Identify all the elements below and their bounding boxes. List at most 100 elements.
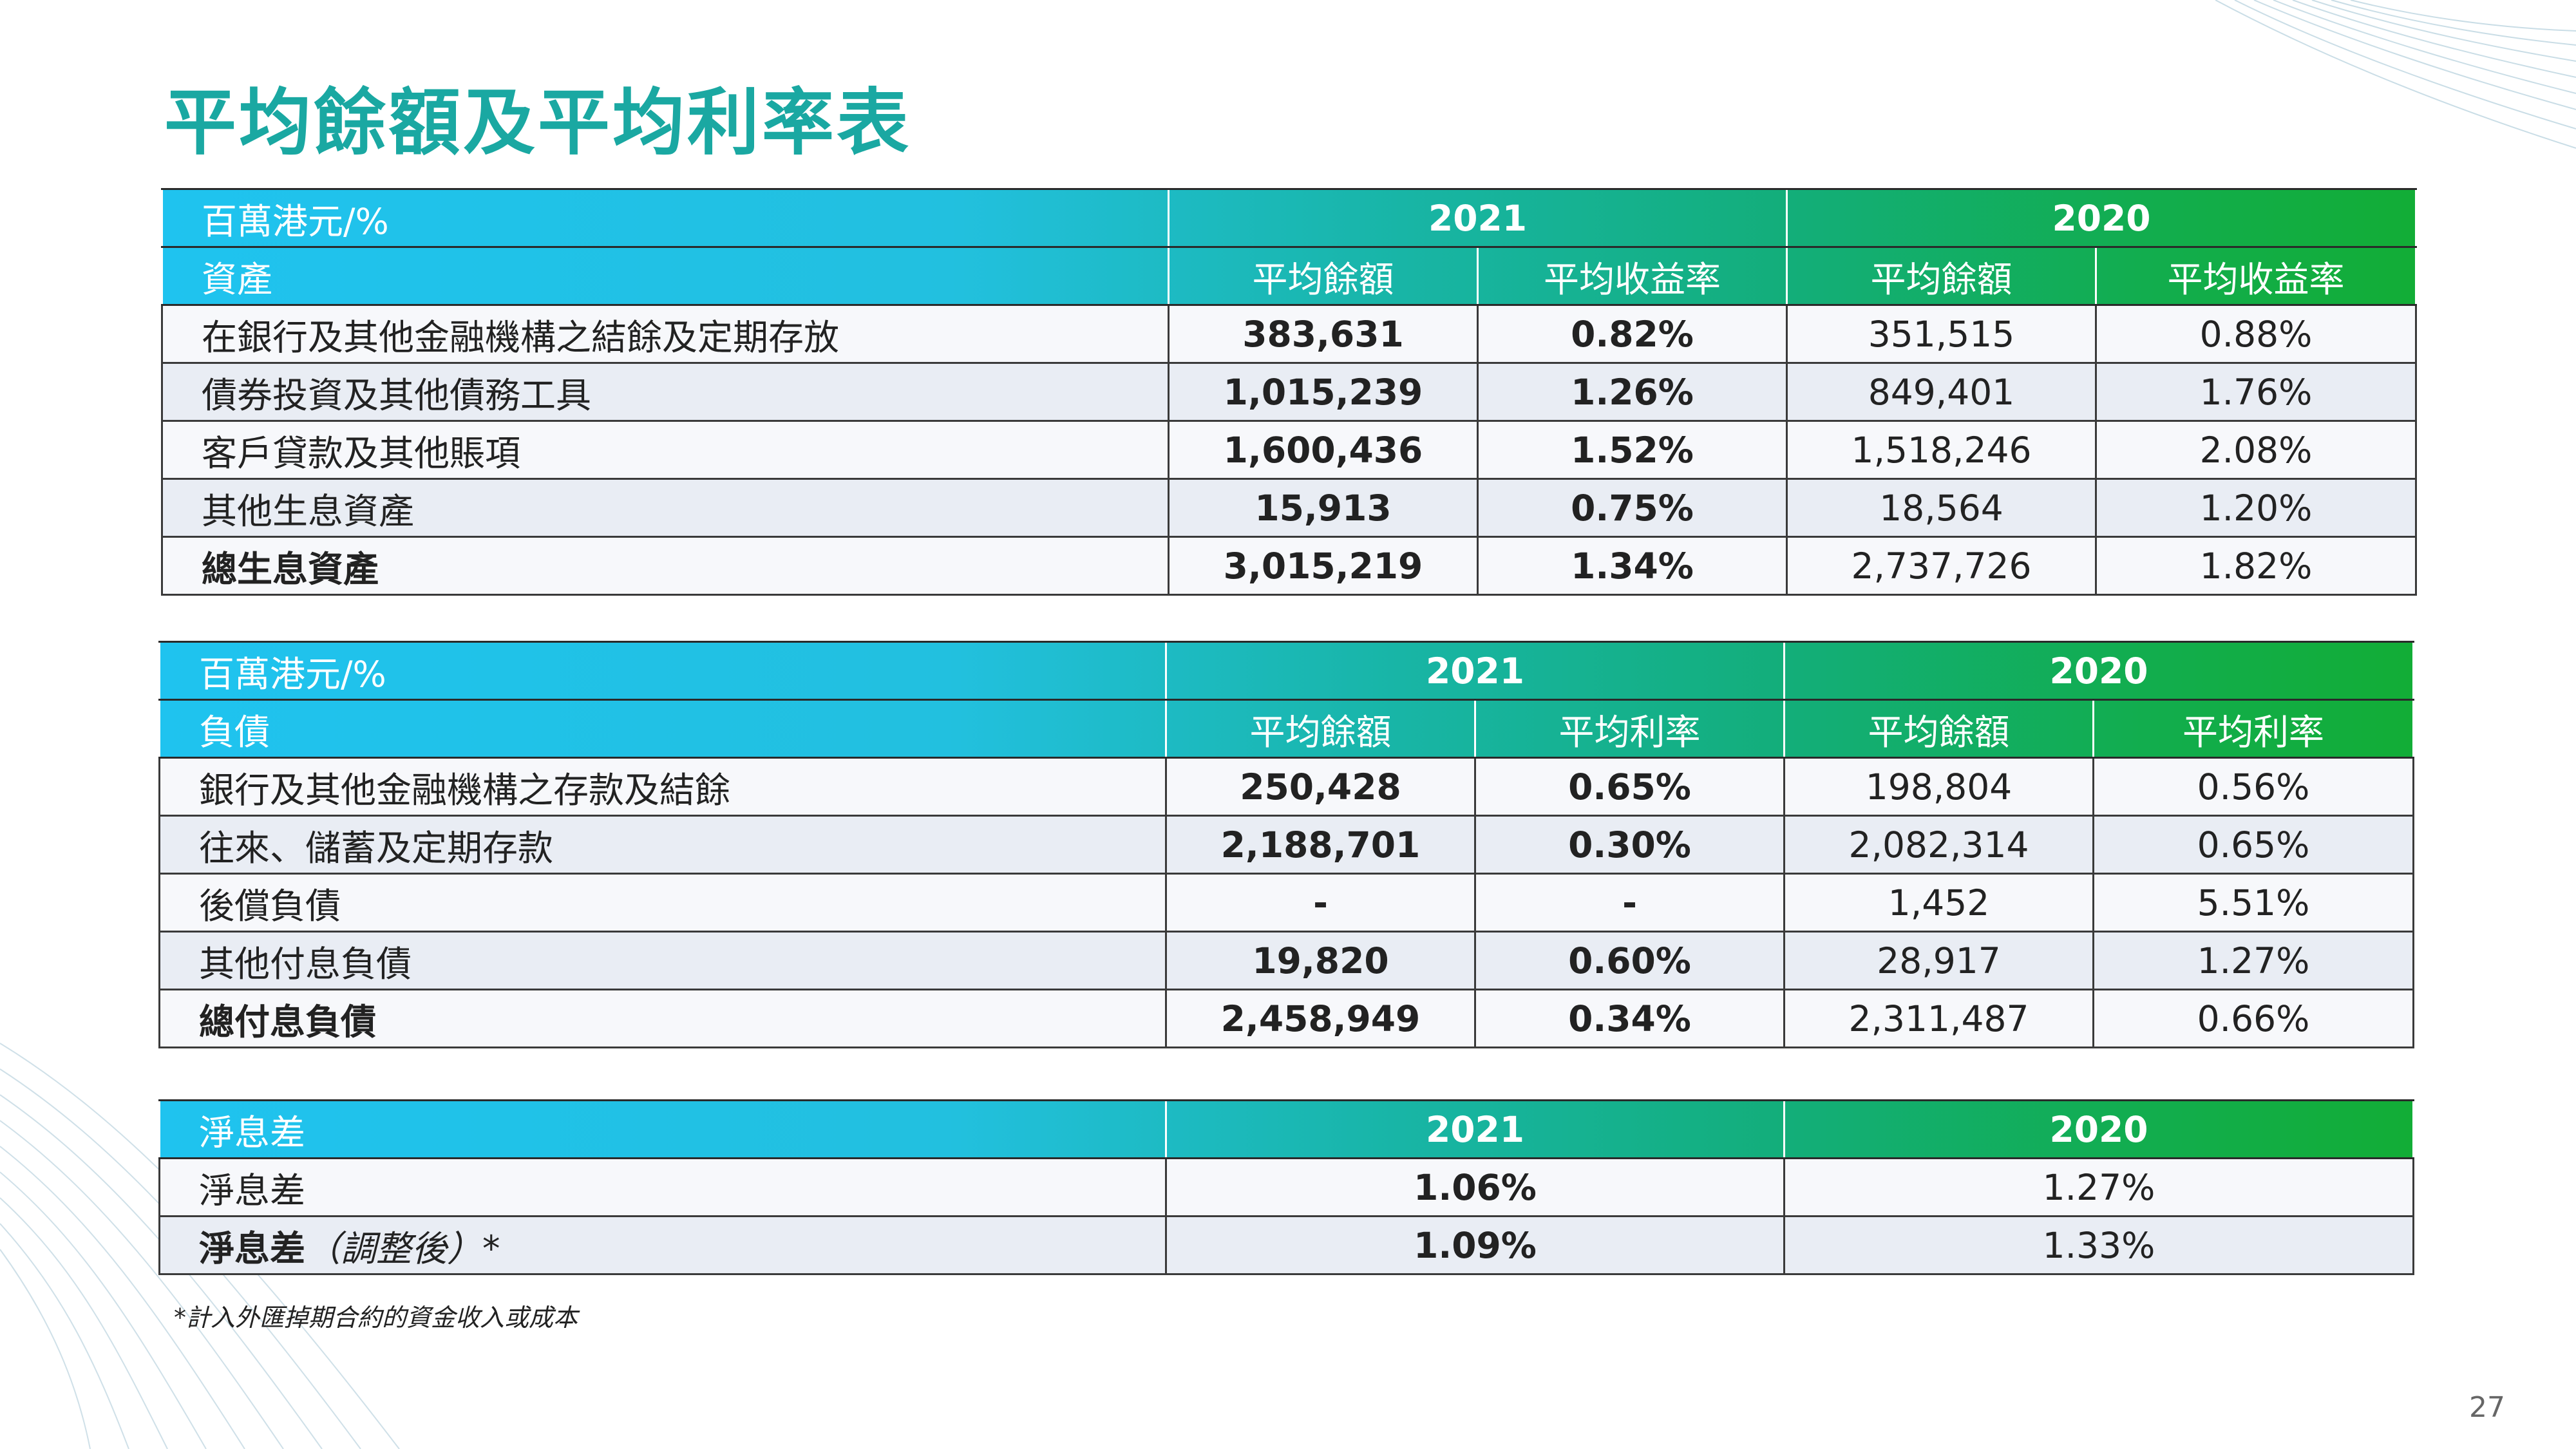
cell-rate-2021: 0.65%: [1473, 757, 1786, 817]
year-2020-header: 2020: [1783, 1099, 2414, 1159]
row-label: 其他生息資產: [161, 478, 1170, 538]
page-title: 平均餘額及平均利率表: [164, 81, 911, 165]
row-label-total: 總付息負債: [158, 989, 1167, 1048]
col-avg-rate-2021: 平均利率: [1473, 699, 1785, 759]
col-avg-balance-2020: 平均餘額: [1783, 699, 2094, 759]
cell-balance-2020: 849,401: [1786, 362, 2098, 422]
cell-balance-2020: 1,452: [1783, 873, 2095, 933]
cell-balance-2021: 2,458,949: [1165, 989, 1476, 1048]
assets-table: 百萬港元/% 2021 2020 資產 平均餘額 平均收益率 平均餘額 平均收益…: [161, 188, 2418, 596]
col-avg-rate-2020: 平均利率: [2092, 699, 2414, 759]
cell-balance-2020: 28,917: [1783, 931, 2095, 990]
page-number: 27: [2469, 1391, 2505, 1424]
liabilities-table: 百萬港元/% 2021 2020 負債 平均餘額 平均利率 平均餘額 平均利率 …: [158, 641, 2415, 1048]
row-label-main: 淨息差: [199, 1227, 306, 1269]
cell-balance-2021: 1,015,239: [1168, 362, 1479, 422]
table-row: 其他付息負債 19,820 0.60% 28,917 1.27%: [158, 931, 2415, 990]
cell-nim-2020: 1.33%: [1783, 1215, 2414, 1275]
cell-rate-2021: 0.34%: [1473, 989, 1786, 1048]
cell-rate-2021: 1.34%: [1476, 536, 1788, 596]
year-2021-header: 2021: [1165, 1099, 1785, 1159]
cell-balance-2020: 18,564: [1786, 478, 2098, 538]
cell-balance-2020: 198,804: [1783, 757, 2095, 817]
cell-rate-2021: 0.82%: [1476, 304, 1788, 364]
unit-label: 百萬港元/%: [162, 188, 1169, 248]
table-row: 往來、儲蓄及定期存款 2,188,701 0.30% 2,082,314 0.6…: [158, 815, 2415, 875]
unit-label: 百萬港元/%: [159, 641, 1166, 701]
row-label: 往來、儲蓄及定期存款: [158, 815, 1167, 875]
cell-rate-2021: -: [1473, 873, 1786, 933]
cell-rate-2021: 0.60%: [1473, 931, 1786, 990]
row-label: 在銀行及其他金融機構之結餘及定期存放: [161, 304, 1170, 364]
table-row: 淨息差（調整後）* 1.09% 1.33%: [158, 1215, 2414, 1275]
row-label: 債券投資及其他債務工具: [161, 362, 1170, 422]
cell-balance-2020: 2,737,726: [1786, 536, 2098, 596]
table-row: 其他生息資產 15,913 0.75% 18,564 1.20%: [161, 478, 2418, 538]
row-label: 淨息差（調整後）*: [158, 1215, 1167, 1275]
cell-balance-2021: 19,820: [1165, 931, 1476, 990]
table-row-total: 總付息負債 2,458,949 0.34% 2,311,487 0.66%: [158, 989, 2415, 1048]
table-row-total: 總生息資產 3,015,219 1.34% 2,737,726 1.82%: [161, 536, 2418, 596]
year-2020-header: 2020: [1786, 188, 2416, 248]
cell-rate-2020: 2.08%: [2095, 420, 2418, 480]
cell-nim-2021: 1.06%: [1165, 1157, 1785, 1217]
section-label-assets: 資產: [162, 246, 1169, 306]
table-row: 債券投資及其他債務工具 1,015,239 1.26% 849,401 1.76…: [161, 362, 2418, 422]
col-avg-yield-2020: 平均收益率: [2095, 246, 2416, 306]
year-2021-header: 2021: [1164, 641, 1785, 701]
section-label-nim: 淨息差: [159, 1099, 1166, 1159]
row-label: 其他付息負債: [158, 931, 1167, 990]
cell-rate-2021: 0.30%: [1473, 815, 1786, 875]
col-avg-balance-2020: 平均餘額: [1786, 246, 2096, 306]
cell-rate-2020: 1.27%: [2092, 931, 2415, 990]
table-row: 客戶貸款及其他賬項 1,600,436 1.52% 1,518,246 2.08…: [161, 420, 2418, 480]
row-label-total: 總生息資產: [161, 536, 1170, 596]
cell-rate-2021: 1.26%: [1476, 362, 1788, 422]
col-avg-balance-2021: 平均餘額: [1168, 246, 1478, 306]
col-avg-balance-2021: 平均餘額: [1165, 699, 1475, 759]
cell-balance-2021: 15,913: [1168, 478, 1479, 538]
section-label-liabilities: 負債: [159, 699, 1166, 759]
cell-balance-2021: 3,015,219: [1168, 536, 1479, 596]
cell-nim-2021: 1.09%: [1165, 1215, 1785, 1275]
wave-decoration-bottom-left: [0, 1043, 400, 1449]
cell-balance-2021: -: [1165, 873, 1476, 933]
cell-balance-2020: 2,311,487: [1783, 989, 2095, 1048]
cell-balance-2021: 2,188,701: [1165, 815, 1476, 875]
cell-rate-2020: 0.65%: [2092, 815, 2415, 875]
liabilities-header-year-row: 百萬港元/% 2021 2020: [159, 641, 2414, 701]
row-label-note: （調整後）*: [305, 1227, 500, 1269]
cell-rate-2021: 1.52%: [1476, 420, 1788, 480]
table-row: 銀行及其他金融機構之存款及結餘 250,428 0.65% 198,804 0.…: [158, 757, 2415, 817]
table-row: 後償負債 - - 1,452 5.51%: [158, 873, 2415, 933]
cell-rate-2020: 1.20%: [2095, 478, 2418, 538]
nim-table: 淨息差 2021 2020 淨息差 1.06% 1.27% 淨息差（調整後）* …: [158, 1099, 2414, 1275]
col-avg-yield-2021: 平均收益率: [1476, 246, 1787, 306]
cell-rate-2020: 0.66%: [2092, 989, 2415, 1048]
cell-balance-2020: 2,082,314: [1783, 815, 2095, 875]
footnote: *計入外匯掉期合約的資金收入或成本: [174, 1303, 578, 1332]
assets-header-year-row: 百萬港元/% 2021 2020: [162, 188, 2416, 248]
row-label: 客戶貸款及其他賬項: [161, 420, 1170, 480]
row-label: 銀行及其他金融機構之存款及結餘: [158, 757, 1167, 817]
row-label: 後償負債: [158, 873, 1167, 933]
assets-header-col-row: 資產 平均餘額 平均收益率 平均餘額 平均收益率: [162, 246, 2416, 306]
cell-rate-2020: 0.88%: [2095, 304, 2418, 364]
liabilities-header-col-row: 負債 平均餘額 平均利率 平均餘額 平均利率: [159, 699, 2414, 759]
table-row: 淨息差 1.06% 1.27%: [158, 1157, 2414, 1217]
cell-rate-2020: 0.56%: [2092, 757, 2415, 817]
cell-nim-2020: 1.27%: [1783, 1157, 2414, 1217]
wave-decoration-top-right: [2215, 0, 2576, 149]
table-row: 在銀行及其他金融機構之結餘及定期存放 383,631 0.82% 351,515…: [161, 304, 2418, 364]
row-label: 淨息差: [158, 1157, 1167, 1217]
cell-rate-2020: 5.51%: [2092, 873, 2415, 933]
cell-balance-2021: 1,600,436: [1168, 420, 1479, 480]
cell-rate-2020: 1.82%: [2095, 536, 2418, 596]
cell-balance-2020: 1,518,246: [1786, 420, 2098, 480]
cell-balance-2020: 351,515: [1786, 304, 2098, 364]
year-2021-header: 2021: [1167, 188, 1787, 248]
year-2020-header: 2020: [1783, 641, 2414, 701]
cell-balance-2021: 383,631: [1168, 304, 1479, 364]
nim-header-row: 淨息差 2021 2020: [159, 1099, 2414, 1159]
cell-balance-2021: 250,428: [1165, 757, 1476, 817]
